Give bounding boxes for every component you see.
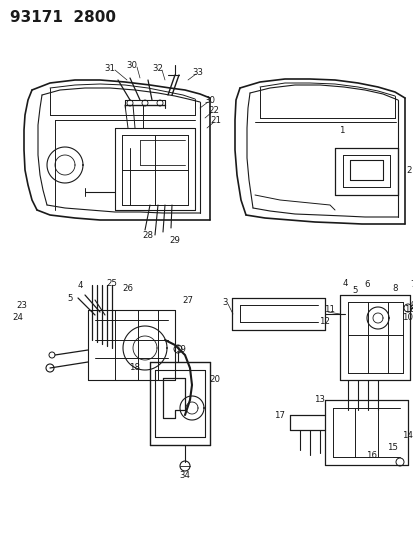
- Text: 6: 6: [363, 279, 369, 288]
- Text: 13: 13: [314, 395, 325, 405]
- Text: 2: 2: [405, 166, 411, 174]
- Text: 30: 30: [204, 95, 215, 104]
- Text: 17: 17: [274, 410, 285, 419]
- Text: 5: 5: [351, 286, 357, 295]
- Text: 12: 12: [319, 318, 330, 327]
- Text: 10: 10: [401, 313, 413, 322]
- Text: 22: 22: [208, 106, 219, 115]
- Text: 21: 21: [210, 116, 221, 125]
- Text: 11: 11: [324, 305, 335, 314]
- Text: 32: 32: [152, 63, 163, 72]
- Text: 26: 26: [122, 284, 133, 293]
- Text: 10: 10: [404, 305, 413, 314]
- Text: 34: 34: [179, 471, 190, 480]
- Text: 14: 14: [401, 431, 413, 440]
- Text: 5: 5: [67, 294, 73, 303]
- Text: 9: 9: [409, 301, 413, 310]
- Text: 3: 3: [222, 297, 227, 306]
- Text: 31: 31: [104, 63, 115, 72]
- Text: 19: 19: [174, 345, 185, 354]
- Text: 24: 24: [12, 313, 24, 322]
- Text: 1: 1: [338, 125, 344, 134]
- Text: 20: 20: [209, 376, 220, 384]
- Text: 30: 30: [126, 61, 137, 69]
- Text: 15: 15: [387, 443, 398, 453]
- Text: 33: 33: [192, 68, 203, 77]
- Text: 16: 16: [366, 450, 377, 459]
- Text: 28: 28: [142, 230, 153, 239]
- Text: 23: 23: [17, 301, 27, 310]
- Text: 29: 29: [169, 236, 180, 245]
- Text: 93171  2800: 93171 2800: [10, 10, 116, 25]
- Text: 27: 27: [182, 295, 193, 304]
- Text: 4: 4: [77, 280, 83, 289]
- Text: 4: 4: [342, 279, 347, 287]
- Text: 25: 25: [106, 279, 117, 287]
- Text: 18: 18: [129, 364, 140, 373]
- Text: 8: 8: [391, 284, 397, 293]
- Text: 7: 7: [409, 279, 413, 288]
